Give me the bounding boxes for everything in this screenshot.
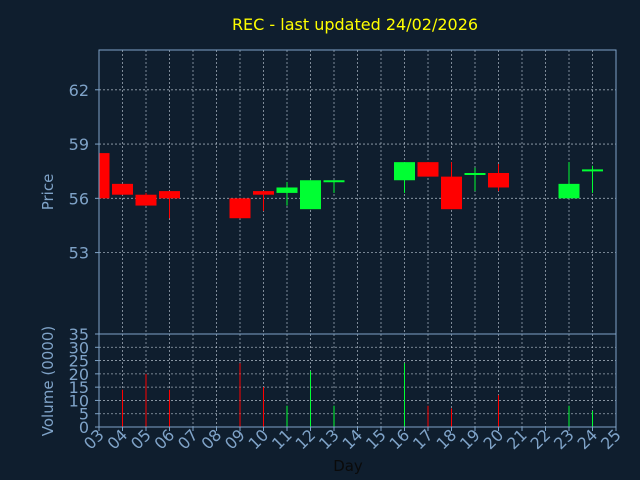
candle-body-down bbox=[253, 191, 274, 195]
candle-body-down bbox=[99, 153, 110, 199]
volume-gridlines bbox=[98, 334, 617, 427]
volume-tick-label: 25 bbox=[69, 352, 89, 371]
price-tick-label: 62 bbox=[69, 81, 89, 100]
candle-body-down bbox=[135, 194, 157, 206]
volume-tick-label: 35 bbox=[69, 325, 89, 344]
candle-body-up bbox=[558, 183, 580, 199]
price-tick-label: 56 bbox=[69, 189, 89, 208]
candle-body-down bbox=[229, 198, 251, 219]
candle-body-down bbox=[441, 176, 462, 210]
candle-body-up bbox=[323, 180, 345, 183]
volume-tick-label: 5 bbox=[79, 405, 89, 424]
candle-body-up bbox=[582, 169, 603, 172]
candle-body-up bbox=[394, 162, 415, 181]
volume-tick-label: 10 bbox=[69, 391, 89, 410]
volume-bars bbox=[122, 363, 593, 427]
volume-tick-label: 15 bbox=[69, 378, 89, 397]
price-axis: 53 56 59 62 bbox=[69, 81, 99, 263]
candle-body-down bbox=[159, 191, 180, 199]
candle-body-down bbox=[112, 183, 133, 195]
candle-body-up bbox=[300, 180, 321, 210]
candles bbox=[99, 151, 603, 219]
day-axis: 0304050607080910111213141516171819202122… bbox=[80, 425, 625, 453]
candle-body-down bbox=[488, 173, 509, 188]
volume-tick-label: 30 bbox=[69, 338, 89, 357]
price-axis-label: Price bbox=[39, 174, 57, 211]
volume-tick-label: 0 bbox=[79, 418, 89, 437]
chart-title: REC - last updated 24/02/2026 bbox=[232, 15, 478, 34]
candle-body-up bbox=[464, 173, 486, 176]
volume-axis-label: Volume (0000) bbox=[39, 326, 57, 436]
price-tick-label: 53 bbox=[69, 244, 89, 263]
price-tick-label: 59 bbox=[69, 135, 89, 154]
x-tick-label: 25 bbox=[597, 425, 625, 453]
x-axis-label: Day bbox=[333, 457, 363, 475]
volume-tick-label: 20 bbox=[69, 365, 89, 384]
candle-body-down bbox=[417, 162, 439, 177]
candle-body-up bbox=[276, 187, 298, 193]
